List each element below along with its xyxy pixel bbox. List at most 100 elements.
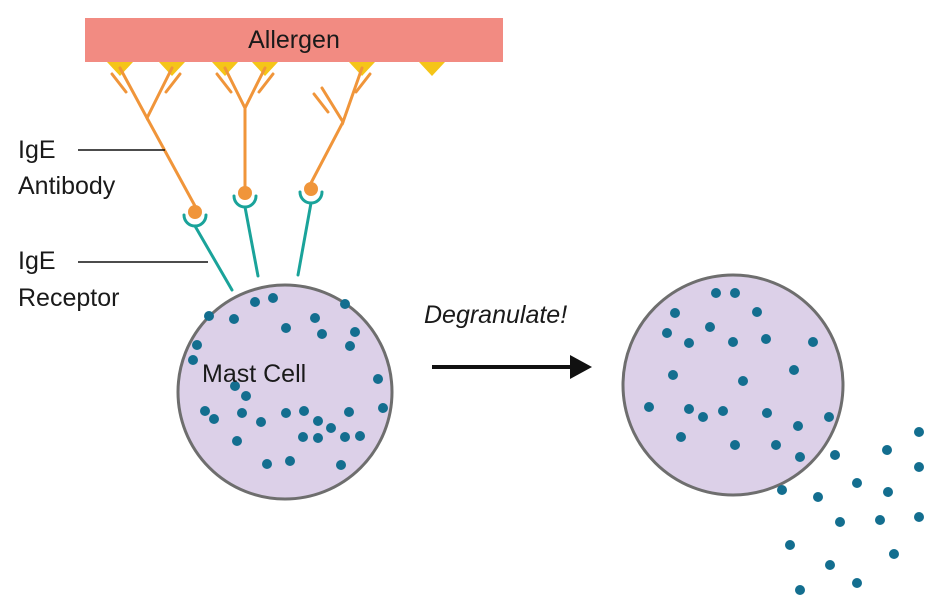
mast-cell	[176, 283, 394, 501]
granule	[889, 549, 899, 559]
granule	[795, 452, 805, 462]
receptor-stalk	[296, 201, 313, 277]
ige-antibody-label-ige: IgE	[18, 136, 56, 164]
granule	[350, 327, 360, 337]
granule	[785, 540, 795, 550]
granule	[378, 403, 388, 413]
granule	[684, 404, 694, 414]
antibody-arm-light-chain	[164, 72, 182, 94]
granule	[914, 427, 924, 437]
antibody-fc-knob	[304, 182, 318, 196]
granule	[373, 374, 383, 384]
ige-antibodies	[110, 66, 372, 219]
allergen-site	[419, 62, 445, 76]
ige-receptors	[182, 190, 324, 292]
granule	[852, 578, 862, 588]
granule	[298, 432, 308, 442]
ige-receptor	[296, 190, 324, 277]
granule	[771, 440, 781, 450]
granule	[250, 297, 260, 307]
granule	[344, 407, 354, 417]
antibody-fc-knob	[188, 205, 202, 219]
antibody-arm-light-chain	[354, 72, 372, 94]
granule	[718, 406, 728, 416]
antibody-arms	[223, 66, 267, 112]
granule	[662, 328, 672, 338]
allergen-binding-sites	[107, 62, 445, 76]
granule	[326, 423, 336, 433]
mast-cell-label: Mast Cell	[202, 360, 307, 388]
granule	[241, 391, 251, 401]
granule	[676, 432, 686, 442]
granule	[237, 408, 247, 418]
granule	[762, 408, 772, 418]
granule	[777, 485, 787, 495]
granule	[299, 406, 309, 416]
antibody-arms	[118, 66, 174, 122]
degranulate-arrow	[432, 355, 592, 379]
granule	[313, 416, 323, 426]
granule	[268, 293, 278, 303]
granule	[813, 492, 823, 502]
granule	[914, 462, 924, 472]
antibody-stem	[145, 116, 197, 208]
granule	[698, 412, 708, 422]
granule	[336, 460, 346, 470]
granule	[340, 299, 350, 309]
granule	[789, 365, 799, 375]
mast-cell-granules	[188, 293, 388, 470]
granule	[728, 337, 738, 347]
degranulate-label: Degranulate!	[424, 301, 568, 329]
granule	[262, 459, 272, 469]
granule	[705, 322, 715, 332]
granule	[730, 440, 740, 450]
granule	[204, 311, 214, 321]
granule	[914, 512, 924, 522]
receptor-stalk	[193, 224, 234, 292]
antibody-arms	[320, 66, 364, 126]
antibody-arm-light-chain	[257, 72, 275, 94]
granule	[882, 445, 892, 455]
granule	[793, 421, 803, 431]
ige-antibody	[110, 66, 197, 208]
receptor-stalk	[243, 205, 260, 278]
granule	[232, 436, 242, 446]
antibody-stem	[309, 120, 345, 185]
granule	[192, 340, 202, 350]
granule	[345, 341, 355, 351]
granule	[875, 515, 885, 525]
granule	[340, 432, 350, 442]
granule	[313, 433, 323, 443]
antibody-arm-light-chain	[312, 92, 330, 114]
ige-receptor	[182, 213, 234, 292]
granule	[824, 412, 834, 422]
granule	[835, 517, 845, 527]
granule	[355, 431, 365, 441]
granule	[730, 288, 740, 298]
allergen-bar	[85, 18, 503, 62]
granule	[808, 337, 818, 347]
granule	[281, 323, 291, 333]
granule	[209, 414, 219, 424]
granule	[668, 370, 678, 380]
degranulated-mast-cell	[621, 273, 845, 497]
degranulated-cell-granules	[644, 288, 834, 462]
granule	[285, 456, 295, 466]
granule	[310, 313, 320, 323]
granule	[830, 450, 840, 460]
granule	[644, 402, 654, 412]
granule	[825, 560, 835, 570]
granule	[230, 381, 240, 391]
granule	[752, 307, 762, 317]
granule	[256, 417, 266, 427]
granule	[200, 406, 210, 416]
granule	[317, 329, 327, 339]
granule	[852, 478, 862, 488]
granule	[883, 487, 893, 497]
granule	[281, 408, 291, 418]
allergen-label: Allergen	[248, 26, 340, 54]
antibody-fc-knob	[238, 186, 252, 200]
granule	[795, 585, 805, 595]
